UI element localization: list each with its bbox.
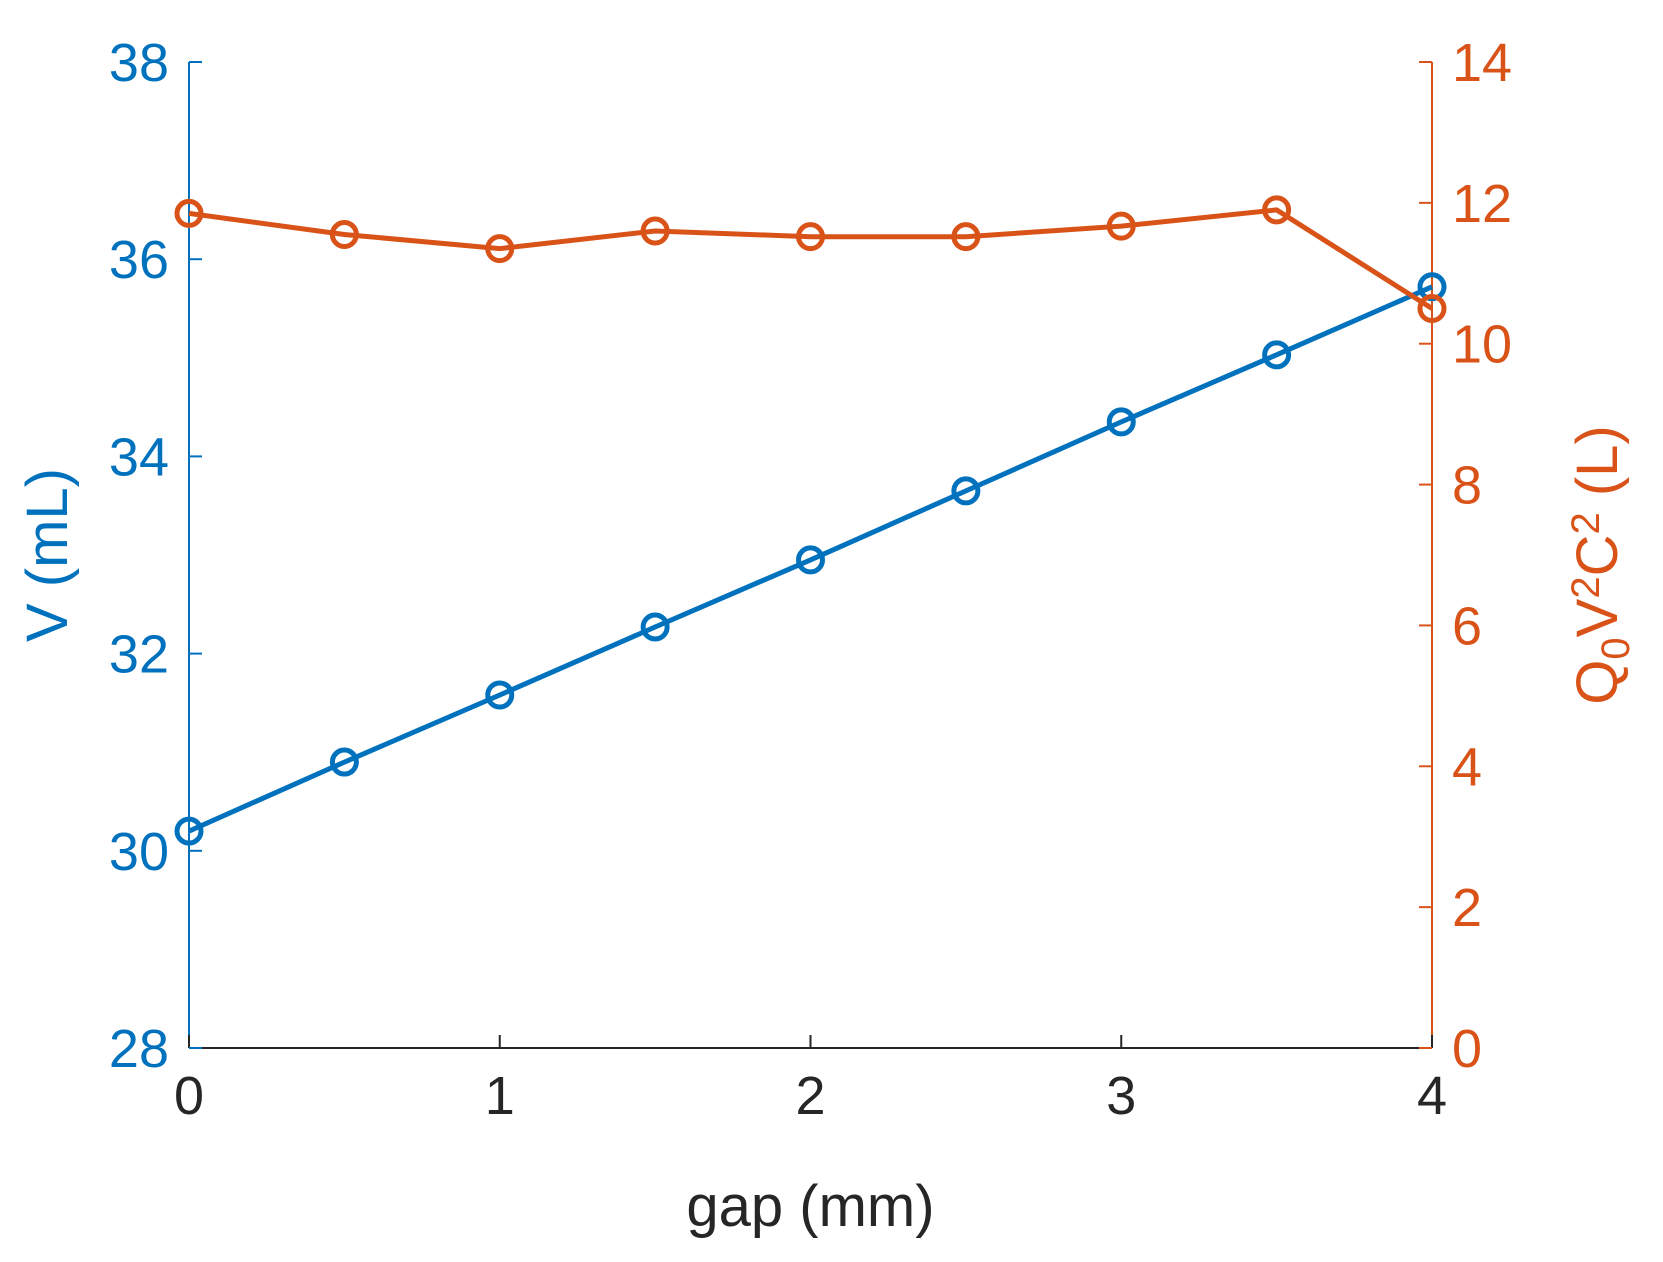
plot-series [174, 195, 1447, 846]
right-y-tick-label: 14 [1452, 33, 1512, 93]
right-y-tick-label: 2 [1452, 878, 1482, 938]
x-tick-label: 3 [1106, 1066, 1136, 1126]
axis-labels: gap (mm) V (mL) Q0V2C2 (L) [15, 425, 1638, 1239]
left-series-marker [796, 545, 825, 575]
right-y-axis-label-part: 2 [1564, 512, 1608, 534]
left-y-tick-label: 38 [109, 33, 169, 93]
left-series-marker [174, 816, 204, 846]
right-series-line [188, 207, 1434, 311]
right-series-marker [174, 198, 204, 228]
right-y-axis-label: Q0V2C2 (L) [1564, 425, 1638, 704]
left-y-tick-label: 32 [109, 625, 169, 685]
right-y-axis-label-part: 2 [1564, 576, 1608, 598]
right-series-marker [1417, 294, 1447, 323]
right-y-tick-label: 4 [1452, 737, 1482, 797]
x-tick-label: 4 [1417, 1066, 1447, 1126]
left-y-tick-label: 34 [109, 427, 169, 487]
right-y-axis-label-part: V [1565, 598, 1630, 637]
left-series-marker [951, 476, 981, 506]
left-series-line [187, 284, 1434, 834]
x-tick-label: 1 [485, 1066, 515, 1126]
right-series-marker [640, 216, 670, 246]
right-y-axis-label-part: C [1565, 535, 1630, 577]
left-y-tick-label: 36 [109, 230, 169, 290]
left-y-tick-label: 28 [109, 1019, 169, 1079]
right-y-tick-label: 8 [1452, 456, 1482, 516]
right-series-marker [1106, 211, 1136, 241]
right-y-axis-label-part: Q [1565, 660, 1630, 705]
left-y-tick-label: 30 [109, 822, 169, 882]
right-series-marker [485, 234, 515, 264]
right-y-tick-label: 6 [1452, 596, 1482, 656]
left-series-marker [640, 612, 670, 642]
right-y-tick-label: 0 [1452, 1019, 1482, 1079]
right-series-marker [951, 222, 981, 252]
right-series-marker [329, 220, 359, 250]
right-y-axis-label-part: 0 [1594, 637, 1638, 659]
x-axis-label: gap (mm) [686, 1174, 934, 1239]
left-series-marker [329, 747, 359, 777]
right-y-tick-label: 10 [1452, 315, 1512, 375]
left-series-marker [1106, 407, 1136, 437]
x-tick-label: 2 [795, 1066, 825, 1126]
right-series-marker [796, 222, 825, 252]
right-y-tick-label: 12 [1452, 174, 1512, 234]
left-series-marker [485, 680, 515, 710]
left-series-marker [1262, 340, 1292, 370]
right-y-axis-label-part: (L) [1565, 425, 1630, 512]
x-tick-label: 0 [174, 1066, 204, 1126]
left-y-axis-label: V (mL) [15, 468, 80, 642]
right-series-marker [1262, 195, 1292, 225]
